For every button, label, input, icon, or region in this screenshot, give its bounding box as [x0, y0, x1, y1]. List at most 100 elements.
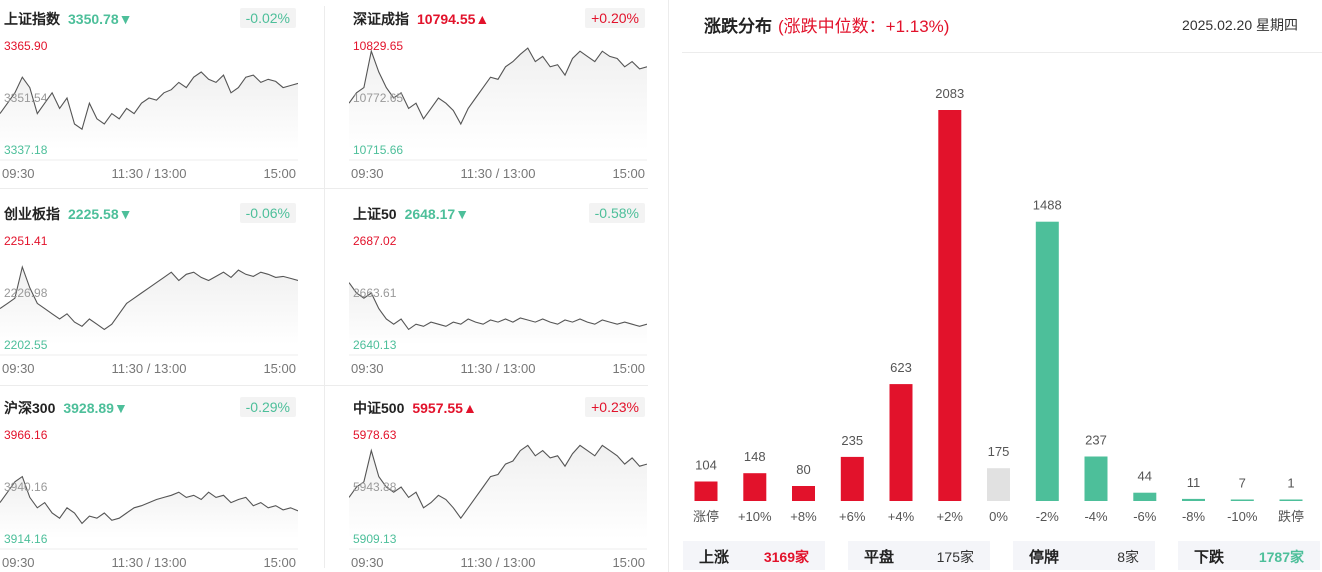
- bar-value-label: 104: [695, 458, 717, 473]
- time-start-label: 09:30: [351, 555, 384, 570]
- index-panel[interactable]: 上证50 2648.17▼ -0.58% 2687.02 2663.61 2640.1…: [349, 195, 647, 377]
- distribution-bar[interactable]: [792, 486, 815, 501]
- summary-value: 8家: [1117, 549, 1139, 565]
- intraday-line-chart: 5978.63 5943.88 5909.13 09:30 11:30 / 13:00 1…: [349, 428, 647, 570]
- distribution-bar[interactable]: [743, 473, 767, 501]
- bar-value-label: 175: [988, 444, 1010, 459]
- min-price-label: 3337.18: [4, 143, 48, 157]
- time-start-label: 09:30: [2, 361, 35, 376]
- trend-arrow-icon: ▲: [475, 11, 490, 27]
- bar-value-label: 1: [1287, 476, 1294, 491]
- intraday-line-chart: 2251.41 2226.98 2202.55 09:30 11:30 / 13:00 1…: [0, 234, 298, 376]
- time-end-label: 15:00: [263, 361, 296, 376]
- time-mid-label: 11:30 / 13:00: [461, 166, 536, 181]
- price-line: [0, 475, 298, 525]
- index-name-text: 上证50: [353, 206, 397, 222]
- bar-category-label: +2%: [937, 509, 964, 524]
- max-price-label: 5978.63: [353, 428, 397, 442]
- panel-divider: [324, 6, 325, 568]
- time-end-label: 15:00: [612, 166, 645, 181]
- price-area: [349, 48, 647, 150]
- distribution-bar[interactable]: [1084, 456, 1108, 502]
- change-badge: -0.58%: [588, 203, 645, 223]
- distribution-bar[interactable]: [987, 468, 1010, 501]
- panel-divider: [0, 188, 648, 189]
- distribution-bar[interactable]: [840, 456, 864, 501]
- time-end-label: 15:00: [612, 555, 645, 570]
- panel-header: 创业板指 2225.58▼ -0.06%: [0, 195, 298, 229]
- bar-category-label: -2%: [1036, 509, 1060, 524]
- price-line: [349, 47, 647, 126]
- bar-value-label: 7: [1239, 476, 1246, 491]
- index-name: 创业板指 2225.58▼: [4, 204, 132, 224]
- bar-category-label: 跌停: [1278, 509, 1304, 524]
- index-value-number: 10794.55: [417, 11, 476, 27]
- time-start-label: 09:30: [351, 361, 384, 376]
- distribution-bar[interactable]: [1035, 221, 1059, 501]
- panel-header: 沪深300 3928.89▼ -0.29%: [0, 389, 298, 423]
- distribution-bar[interactable]: [1182, 498, 1205, 501]
- change-badge: -0.02%: [239, 8, 296, 28]
- change-badge: -0.06%: [239, 203, 296, 223]
- bar-category-label: +4%: [888, 509, 915, 524]
- price-area: [0, 72, 298, 150]
- bar-category-label: 涨停: [693, 509, 719, 524]
- bar-value-label: 80: [796, 462, 810, 477]
- summary-value: 175家: [936, 549, 974, 565]
- panel-header: 上证50 2648.17▼ -0.58%: [349, 195, 647, 229]
- header-divider: [682, 52, 1322, 53]
- distribution-bar[interactable]: [1279, 499, 1303, 502]
- index-panel[interactable]: 中证500 5957.55▲ +0.23% 5978.63 5943.88 5909.…: [349, 389, 647, 571]
- index-value: 2225.58▼: [68, 206, 132, 222]
- index-value-number: 2648.17: [404, 206, 456, 222]
- time-start-label: 09:30: [2, 555, 35, 570]
- bar-value-label: 623: [890, 360, 912, 375]
- change-badge: -0.29%: [239, 397, 296, 417]
- mid-price-label: 3940.16: [4, 480, 48, 494]
- intraday-line-chart: 2687.02 2663.61 2640.13 09:30 11:30 / 13:00 1…: [349, 234, 647, 376]
- distribution-bar[interactable]: [889, 384, 913, 501]
- panel-header: 上证指数 3350.78▼ -0.02%: [0, 0, 298, 34]
- distribution-bar[interactable]: [1133, 492, 1157, 501]
- index-value: 10794.55▲: [417, 11, 489, 27]
- bar-value-label: 2083: [935, 86, 964, 101]
- bar-category-label: -10%: [1227, 509, 1258, 524]
- trend-arrow-icon: ▼: [118, 11, 133, 27]
- min-price-label: 5909.13: [353, 532, 397, 546]
- index-value-number: 2225.58: [68, 206, 119, 222]
- price-area: [349, 282, 647, 345]
- min-price-label: 2640.13: [353, 338, 397, 352]
- summary-halted-box: 停牌 8家: [1013, 541, 1155, 570]
- index-panel[interactable]: 创业板指 2225.58▼ -0.06% 2251.41 2226.98 2202.5…: [0, 195, 298, 377]
- bar-category-label: +8%: [790, 509, 817, 524]
- time-end-label: 15:00: [263, 166, 296, 181]
- median-change-subtitle: (涨跌中位数：+1.13%): [778, 17, 950, 36]
- mid-price-label: 5943.88: [353, 480, 397, 494]
- index-value: 2648.17▼: [405, 206, 469, 222]
- index-name-text: 深证成指: [353, 11, 409, 27]
- summary-down-box: 下跌 1787家: [1178, 541, 1320, 570]
- bar-category-label: -4%: [1084, 509, 1108, 524]
- index-panel[interactable]: 上证指数 3350.78▼ -0.02% 3365.90 3351.54 3337.1…: [0, 0, 298, 182]
- index-name-text: 沪深300: [4, 400, 56, 416]
- distribution-bar[interactable]: [938, 110, 962, 501]
- price-area: [349, 445, 647, 539]
- distribution-bar-chart: 104 涨停 148 +10% 80 +8% 235 +6% 623 +4% 2083 +2% 175 0…: [693, 86, 1304, 524]
- index-value: 3350.78▼: [68, 11, 132, 27]
- bar-value-label: 237: [1085, 433, 1107, 448]
- bar-value-label: 235: [841, 433, 863, 448]
- min-price-label: 2202.55: [4, 338, 48, 352]
- max-price-label: 3365.90: [4, 39, 48, 53]
- time-end-label: 15:00: [263, 555, 296, 570]
- index-panel[interactable]: 沪深300 3928.89▼ -0.29% 3966.16 3940.16 3914.…: [0, 389, 298, 571]
- change-badge: +0.20%: [585, 8, 645, 28]
- index-name: 上证50 2648.17▼: [353, 204, 469, 224]
- index-panel[interactable]: 深证成指 10794.55▲ +0.20% 10829.65 10772.65 107…: [349, 0, 647, 182]
- distribution-bar[interactable]: [694, 481, 718, 502]
- distribution-bar[interactable]: [1230, 499, 1254, 502]
- trend-arrow-icon: ▼: [455, 206, 470, 222]
- max-price-label: 3966.16: [4, 428, 48, 442]
- index-value-number: 3350.78: [68, 11, 119, 27]
- panel-divider: [0, 385, 648, 386]
- trend-arrow-icon: ▼: [113, 400, 128, 416]
